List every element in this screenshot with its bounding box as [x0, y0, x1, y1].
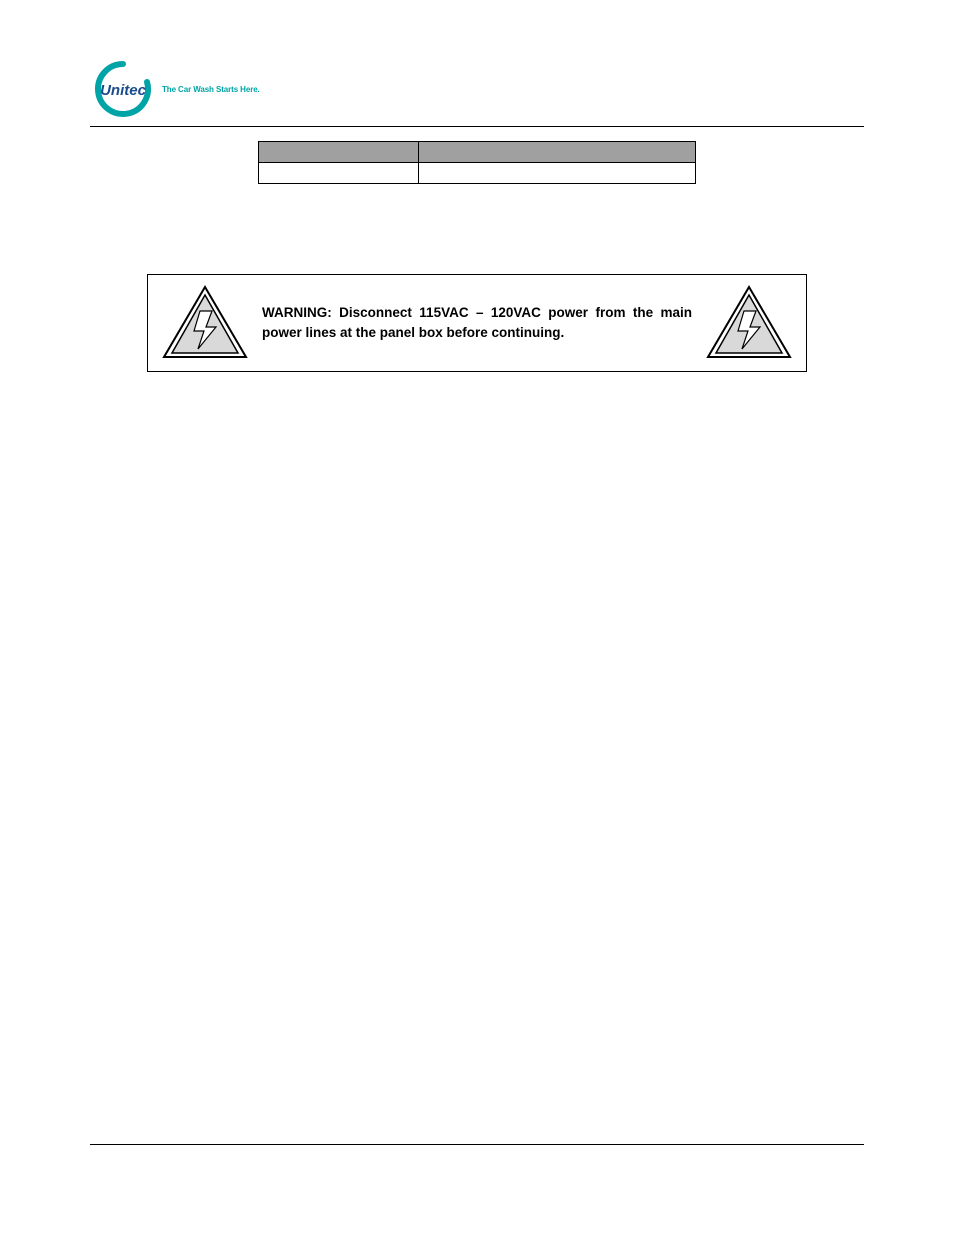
page-header: Unitec The Car Wash Starts Here.	[90, 60, 864, 127]
brand-logo: Unitec The Car Wash Starts Here.	[90, 60, 260, 118]
warning-triangle-icon	[704, 283, 794, 363]
table-header-cell	[418, 142, 695, 163]
table-cell	[418, 163, 695, 184]
warning-text: WARNING: Disconnect 115VAC – 120VAC powe…	[262, 303, 692, 342]
document-page: Unitec The Car Wash Starts Here. WARNING…	[0, 0, 954, 1235]
table-header-cell	[259, 142, 419, 163]
table-row	[259, 163, 696, 184]
footer-rule	[90, 1144, 864, 1145]
warning-triangle-icon	[160, 283, 250, 363]
spec-table	[258, 141, 696, 184]
logo-text: Unitec	[100, 82, 147, 99]
warning-callout: WARNING: Disconnect 115VAC – 120VAC powe…	[147, 274, 807, 372]
table-cell	[259, 163, 419, 184]
unitec-logo-icon: Unitec	[90, 60, 156, 118]
brand-tagline: The Car Wash Starts Here.	[162, 85, 260, 94]
table-header-row	[259, 142, 696, 163]
